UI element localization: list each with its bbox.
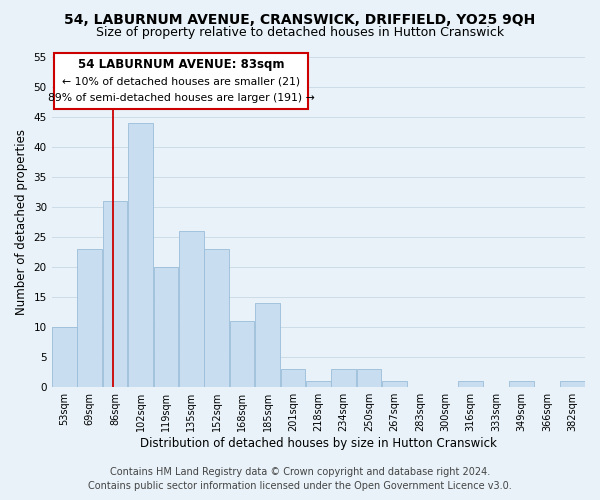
Bar	[331, 369, 356, 387]
Bar	[205, 249, 229, 387]
Bar	[306, 381, 331, 387]
Bar	[52, 327, 77, 387]
Bar	[357, 369, 382, 387]
Y-axis label: Number of detached properties: Number of detached properties	[15, 129, 28, 315]
Text: Size of property relative to detached houses in Hutton Cranswick: Size of property relative to detached ho…	[96, 26, 504, 39]
Bar	[509, 381, 534, 387]
Text: ← 10% of detached houses are smaller (21): ← 10% of detached houses are smaller (21…	[62, 76, 300, 86]
Text: 54 LABURNUM AVENUE: 83sqm: 54 LABURNUM AVENUE: 83sqm	[78, 58, 284, 71]
Text: Contains HM Land Registry data © Crown copyright and database right 2024.
Contai: Contains HM Land Registry data © Crown c…	[88, 467, 512, 491]
X-axis label: Distribution of detached houses by size in Hutton Cranswick: Distribution of detached houses by size …	[140, 437, 497, 450]
Bar	[230, 321, 254, 387]
Bar	[103, 201, 127, 387]
Bar	[560, 381, 584, 387]
Bar	[179, 231, 203, 387]
Bar	[255, 303, 280, 387]
Bar	[154, 267, 178, 387]
Bar	[77, 249, 102, 387]
Bar	[281, 369, 305, 387]
Text: 54, LABURNUM AVENUE, CRANSWICK, DRIFFIELD, YO25 9QH: 54, LABURNUM AVENUE, CRANSWICK, DRIFFIEL…	[64, 12, 536, 26]
Bar	[458, 381, 483, 387]
FancyBboxPatch shape	[54, 54, 308, 110]
Text: 89% of semi-detached houses are larger (191) →: 89% of semi-detached houses are larger (…	[48, 93, 314, 103]
Bar	[128, 122, 153, 387]
Bar	[382, 381, 407, 387]
